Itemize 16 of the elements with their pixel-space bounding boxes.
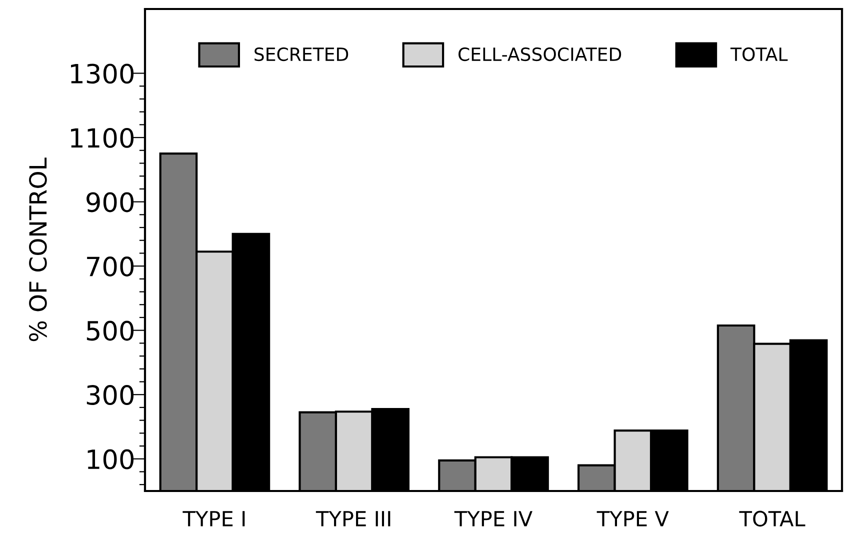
legend-label: SECRETED xyxy=(254,47,348,62)
x-tick-label: TOTAL xyxy=(739,510,806,527)
y-tick-label: 1300 xyxy=(71,64,134,84)
y-tick-label: 1100 xyxy=(71,128,134,148)
x-tick-label: TYPE I xyxy=(182,511,245,526)
y-tick-label: 300 xyxy=(86,385,134,405)
y-axis-title: % OF CONTROL xyxy=(29,158,47,342)
y-tick-label: 100 xyxy=(88,449,134,470)
legend-label: TOTAL xyxy=(730,47,788,62)
x-tick-label: TYPE IV xyxy=(454,511,532,526)
legend-label: CELL-ASSOCIATED xyxy=(458,47,622,62)
x-tick-label: TYPE III xyxy=(316,511,390,526)
y-tick-label: 700 xyxy=(87,256,134,276)
x-tick-label: TYPE V xyxy=(596,511,669,526)
y-tick-label: 500 xyxy=(86,320,134,341)
y-tick-label: 900 xyxy=(86,192,134,212)
